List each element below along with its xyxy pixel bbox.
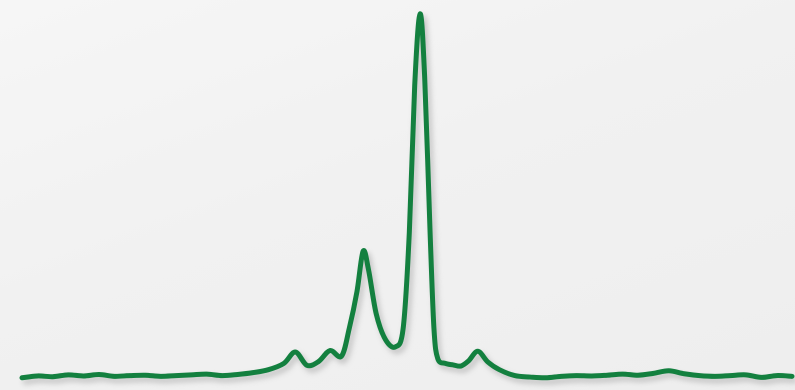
- plot-area: [22, 14, 795, 382]
